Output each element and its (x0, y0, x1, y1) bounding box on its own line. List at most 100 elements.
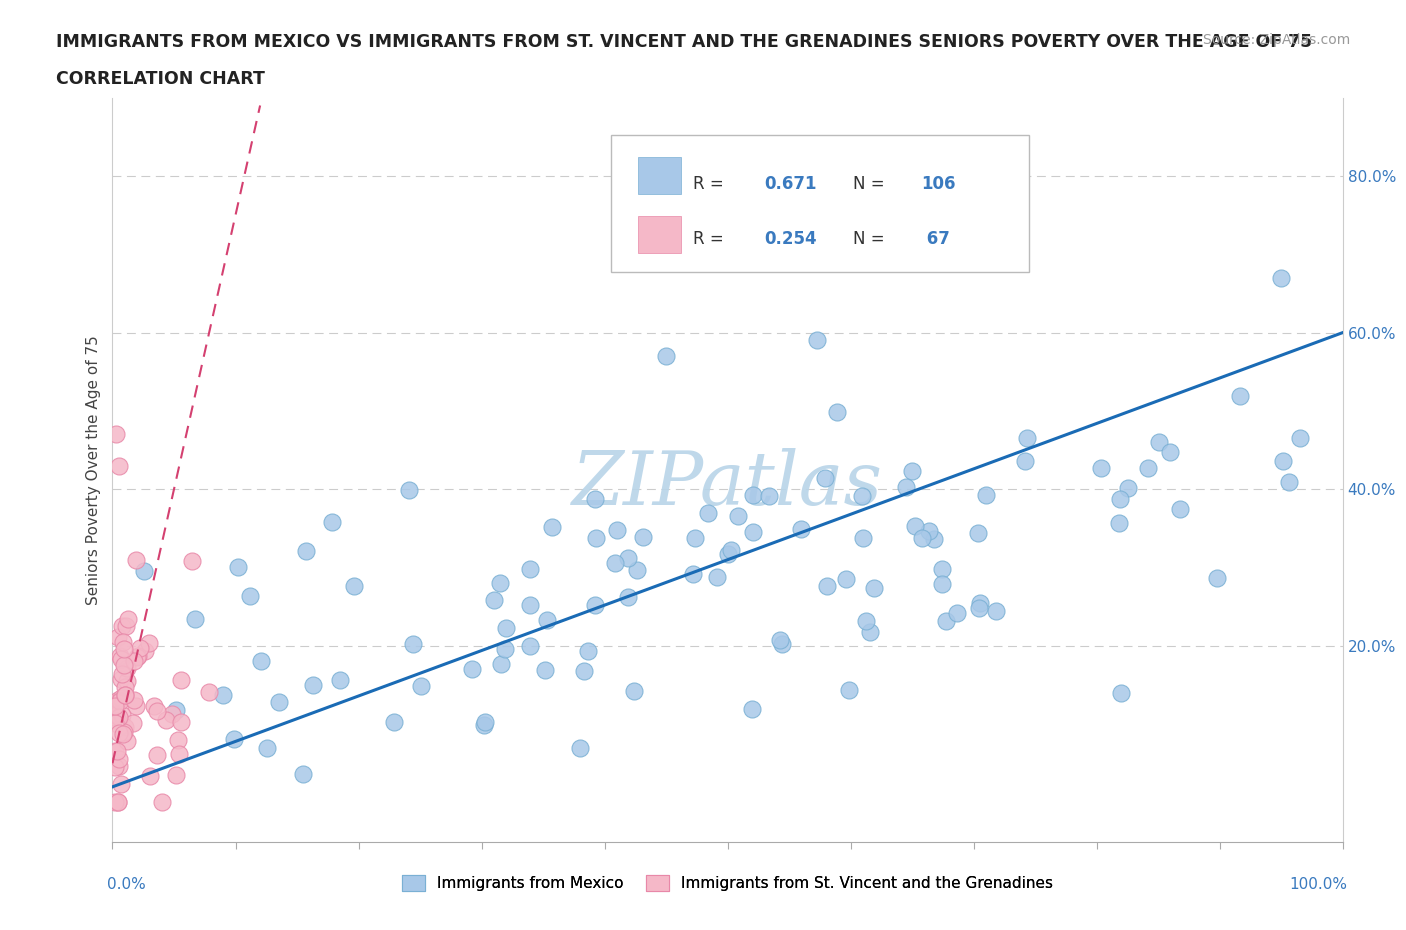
Point (519, 562, 541, 577)
Point (741, 487, 763, 502)
Point (115, 734, 138, 749)
Point (114, 720, 136, 735)
Point (132, 564, 155, 578)
Point (111, 634, 134, 649)
Point (606, 523, 628, 538)
Point (104, 744, 127, 759)
Point (474, 714, 496, 729)
Point (1111, 685, 1133, 700)
Point (918, 524, 941, 538)
Point (969, 596, 991, 611)
Point (1272, 453, 1295, 468)
Point (922, 531, 945, 546)
Point (162, 707, 184, 722)
Point (292, 766, 315, 781)
Point (104, 715, 127, 730)
Point (114, 687, 136, 702)
Point (488, 576, 510, 591)
Text: ZIPatlas: ZIPatlas (572, 448, 883, 521)
Point (572, 663, 595, 678)
Point (169, 714, 191, 729)
FancyBboxPatch shape (638, 156, 681, 193)
Legend: Immigrants from Mexico, Immigrants from St. Vincent and the Grenadines: Immigrants from Mexico, Immigrants from … (395, 869, 1060, 897)
Y-axis label: Seniors Poverty Over the Age of 75: Seniors Poverty Over the Age of 75 (86, 335, 101, 604)
Text: N =: N = (853, 231, 890, 248)
Point (104, 710, 127, 724)
Point (935, 614, 957, 629)
Text: Source: ZipAtlas.com: Source: ZipAtlas.com (1202, 33, 1350, 46)
Text: IMMIGRANTS FROM MEXICO VS IMMIGRANTS FROM ST. VINCENT AND THE GRENADINES SENIORS: IMMIGRANTS FROM MEXICO VS IMMIGRANTS FRO… (56, 33, 1312, 50)
Point (382, 714, 405, 729)
Point (838, 683, 860, 698)
Point (104, 760, 127, 775)
Point (1229, 389, 1251, 404)
Point (603, 556, 626, 571)
Point (122, 693, 145, 708)
Point (931, 577, 953, 591)
Text: CORRELATION CHART: CORRELATION CHART (56, 70, 266, 87)
Point (825, 405, 848, 419)
Point (409, 679, 432, 694)
Point (986, 604, 1008, 618)
Point (1147, 434, 1170, 449)
Point (108, 752, 131, 767)
Point (108, 710, 131, 724)
Point (1108, 515, 1130, 530)
Point (770, 636, 793, 651)
Point (104, 709, 127, 724)
Point (110, 777, 132, 791)
Point (222, 731, 245, 746)
Point (125, 552, 148, 567)
Point (110, 694, 132, 709)
Text: 106: 106 (921, 175, 955, 193)
Point (256, 741, 278, 756)
Point (127, 649, 149, 664)
Point (946, 605, 969, 620)
Point (104, 795, 127, 810)
Point (112, 642, 135, 657)
Point (128, 641, 150, 656)
Point (717, 547, 740, 562)
Point (583, 491, 606, 506)
Point (108, 649, 131, 664)
Point (616, 590, 638, 604)
Point (720, 543, 742, 558)
Point (111, 707, 134, 722)
Point (401, 637, 423, 652)
Point (226, 559, 249, 574)
Point (107, 630, 129, 644)
Point (768, 632, 790, 647)
Point (967, 525, 990, 540)
Point (494, 641, 516, 656)
Point (1014, 454, 1036, 469)
Point (815, 578, 838, 593)
Point (806, 332, 828, 347)
Point (460, 662, 482, 677)
Point (851, 488, 873, 503)
Point (269, 695, 291, 710)
Point (110, 652, 132, 667)
Point (301, 677, 323, 692)
Point (1159, 445, 1181, 459)
Point (398, 482, 420, 497)
Point (472, 717, 495, 732)
FancyBboxPatch shape (610, 135, 1029, 272)
Point (655, 349, 678, 364)
Point (967, 601, 990, 616)
Point (107, 795, 129, 810)
Point (741, 701, 763, 716)
Point (115, 618, 138, 633)
Point (815, 223, 838, 238)
Point (105, 744, 128, 759)
Point (127, 649, 149, 664)
Point (910, 530, 932, 545)
Point (901, 464, 924, 479)
Point (212, 687, 235, 702)
Point (112, 658, 135, 672)
Point (105, 708, 128, 723)
Point (329, 672, 352, 687)
Point (576, 644, 599, 658)
Point (623, 684, 645, 698)
Point (974, 488, 997, 503)
Point (122, 654, 145, 669)
